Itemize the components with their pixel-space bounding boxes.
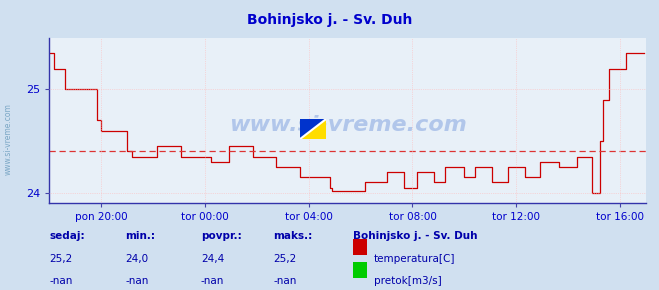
Text: www.si-vreme.com: www.si-vreme.com	[229, 115, 467, 135]
Text: maks.:: maks.:	[273, 231, 313, 240]
Polygon shape	[300, 119, 326, 139]
Text: pretok[m3/s]: pretok[m3/s]	[374, 276, 442, 286]
Text: -nan: -nan	[273, 276, 297, 286]
Text: -nan: -nan	[125, 276, 148, 286]
Text: -nan: -nan	[201, 276, 224, 286]
Text: min.:: min.:	[125, 231, 156, 240]
Polygon shape	[300, 119, 326, 139]
Text: Bohinjsko j. - Sv. Duh: Bohinjsko j. - Sv. Duh	[247, 13, 412, 27]
Text: -nan: -nan	[49, 276, 72, 286]
Text: 24,4: 24,4	[201, 254, 224, 264]
Text: povpr.:: povpr.:	[201, 231, 242, 240]
Text: 25,2: 25,2	[273, 254, 297, 264]
Text: 24,0: 24,0	[125, 254, 148, 264]
Text: www.si-vreme.com: www.si-vreme.com	[3, 103, 13, 175]
Text: temperatura[C]: temperatura[C]	[374, 254, 455, 264]
Text: sedaj:: sedaj:	[49, 231, 85, 240]
Text: Bohinjsko j. - Sv. Duh: Bohinjsko j. - Sv. Duh	[353, 231, 477, 240]
Text: 25,2: 25,2	[49, 254, 72, 264]
